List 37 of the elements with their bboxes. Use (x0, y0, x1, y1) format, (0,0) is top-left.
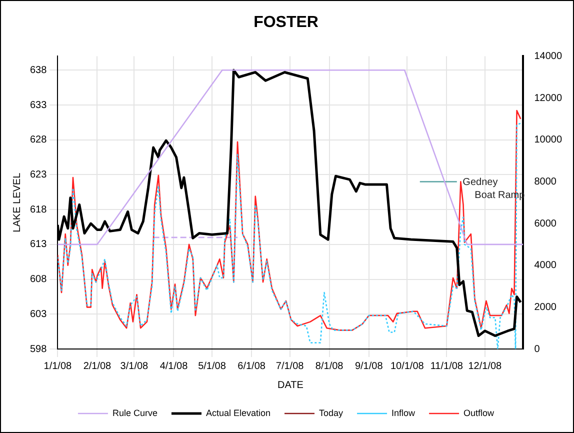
y2-tick-label: 14000 (534, 50, 562, 62)
y2-tick-label: 2000 (534, 302, 557, 313)
legend-label: Inflow (392, 408, 416, 418)
x-axis-title: DATE (277, 380, 304, 391)
x-tick-label: 2/1/08 (83, 360, 112, 372)
legend-label: Actual Elevation (206, 408, 271, 418)
y2-tick-label: 0 (534, 344, 540, 355)
y2-tick-label: 8000 (534, 176, 557, 188)
x-tick-label: 1/1/08 (44, 360, 72, 372)
y2-tick-label: 12000 (534, 92, 562, 104)
y-tick-label: 608 (30, 274, 48, 286)
x-tick-label: 3/1/08 (120, 360, 149, 372)
y-tick-label: 618 (30, 204, 48, 216)
y-tick-label: 598 (30, 344, 48, 355)
y-tick-label: 628 (30, 134, 48, 146)
y-tick-label: 623 (30, 169, 48, 180)
x-tick-label: 12/1/08 (468, 360, 502, 372)
y-axis-title: LAKE LEVEL (12, 172, 23, 232)
y2-tick-label: 10000 (534, 134, 562, 146)
y-tick-label: 633 (30, 100, 48, 111)
y-tick-label: 638 (30, 64, 48, 76)
x-tick-label: 6/1/08 (238, 360, 266, 372)
x-tick-label: 4/1/08 (160, 360, 188, 372)
y-tick-label: 613 (30, 239, 48, 250)
x-tick-label: 10/1/08 (390, 360, 424, 372)
legend-label: Today (319, 408, 344, 418)
x-tick-label: 9/1/08 (354, 360, 384, 372)
x-tick-label: 7/1/08 (276, 360, 304, 372)
chart-title: FOSTER (254, 14, 319, 32)
legend-label: Rule Curve (112, 408, 158, 418)
y2-tick-label: 6000 (534, 218, 557, 230)
x-tick-label: 8/1/08 (315, 360, 344, 372)
x-tick-label: 11/1/08 (430, 360, 464, 372)
legend-label: Outflow (464, 408, 495, 418)
y2-tick-label: 4000 (534, 260, 557, 272)
y-tick-label: 603 (30, 308, 48, 320)
x-tick-label: 5/1/08 (198, 360, 226, 372)
